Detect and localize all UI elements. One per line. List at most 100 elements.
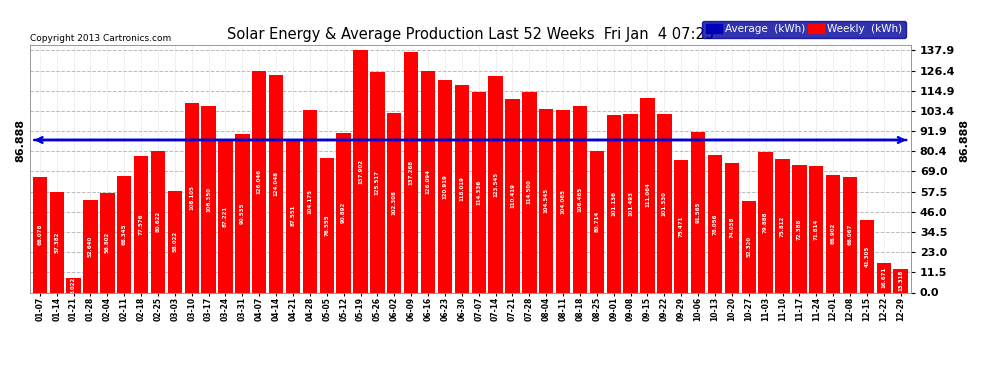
Text: 58.022: 58.022: [172, 231, 177, 252]
Bar: [471, 92, 486, 292]
Bar: [859, 220, 874, 292]
Bar: [792, 165, 807, 292]
Bar: [33, 177, 47, 292]
Bar: [201, 106, 216, 292]
Bar: [83, 200, 98, 292]
Text: 66.067: 66.067: [847, 224, 852, 245]
Bar: [303, 110, 317, 292]
Bar: [66, 278, 81, 292]
Bar: [117, 176, 132, 292]
Text: 79.888: 79.888: [763, 211, 768, 233]
Bar: [708, 156, 722, 292]
Text: 76.555: 76.555: [325, 214, 330, 236]
Text: 90.892: 90.892: [342, 202, 346, 223]
Bar: [539, 109, 553, 292]
Bar: [236, 134, 249, 292]
Bar: [641, 98, 654, 292]
Bar: [826, 175, 841, 292]
Text: 87.221: 87.221: [223, 206, 228, 226]
Bar: [742, 201, 756, 292]
Text: 90.535: 90.535: [240, 202, 245, 224]
Text: 120.919: 120.919: [443, 174, 447, 199]
Bar: [894, 269, 908, 292]
Text: 80.622: 80.622: [155, 211, 160, 232]
Bar: [624, 114, 638, 292]
Bar: [387, 113, 402, 292]
Bar: [607, 115, 621, 292]
Text: 101.530: 101.530: [662, 191, 667, 216]
Bar: [219, 140, 233, 292]
Text: 111.064: 111.064: [644, 183, 650, 207]
Bar: [556, 110, 570, 292]
Text: 86.888: 86.888: [15, 118, 26, 162]
Text: 41.305: 41.305: [864, 246, 869, 267]
Text: 78.056: 78.056: [713, 213, 718, 235]
Text: 16.671: 16.671: [881, 267, 886, 288]
Bar: [775, 159, 790, 292]
Bar: [454, 86, 469, 292]
Bar: [100, 193, 115, 292]
Bar: [590, 151, 604, 292]
Text: 66.345: 66.345: [122, 224, 127, 245]
Text: 75.471: 75.471: [679, 216, 684, 237]
Text: 106.350: 106.350: [206, 187, 211, 211]
Text: 137.268: 137.268: [409, 159, 414, 184]
Text: 104.545: 104.545: [544, 188, 548, 213]
Text: 110.419: 110.419: [510, 183, 515, 208]
Bar: [150, 151, 165, 292]
Text: 118.019: 118.019: [459, 177, 464, 201]
Legend: Average  (kWh), Weekly  (kWh): Average (kWh), Weekly (kWh): [702, 21, 906, 38]
Text: 123.545: 123.545: [493, 171, 498, 196]
Text: 104.175: 104.175: [308, 189, 313, 214]
Text: 102.308: 102.308: [392, 190, 397, 215]
Text: 91.565: 91.565: [696, 201, 701, 223]
Text: 80.714: 80.714: [594, 211, 599, 232]
Text: 56.802: 56.802: [105, 232, 110, 253]
Text: 77.576: 77.576: [139, 214, 144, 235]
Text: 108.105: 108.105: [189, 185, 194, 210]
Text: 125.517: 125.517: [375, 170, 380, 195]
Bar: [809, 166, 824, 292]
Text: 126.046: 126.046: [256, 170, 261, 194]
Text: 57.382: 57.382: [54, 231, 59, 253]
Text: 66.078: 66.078: [38, 224, 43, 245]
Bar: [842, 177, 857, 292]
Bar: [505, 99, 520, 292]
Text: 87.551: 87.551: [290, 205, 296, 226]
Text: Copyright 2013 Cartronics.com: Copyright 2013 Cartronics.com: [30, 33, 171, 42]
Bar: [725, 162, 740, 292]
Bar: [320, 158, 334, 292]
Text: 106.465: 106.465: [577, 186, 582, 211]
Bar: [488, 76, 503, 292]
Text: 114.336: 114.336: [476, 180, 481, 205]
Bar: [573, 106, 587, 292]
Bar: [421, 71, 436, 292]
Text: 52.640: 52.640: [88, 236, 93, 257]
Bar: [286, 139, 300, 292]
Bar: [674, 160, 688, 292]
Bar: [50, 192, 64, 292]
Text: 104.065: 104.065: [560, 189, 565, 214]
Text: 52.320: 52.320: [746, 236, 751, 257]
Text: 72.388: 72.388: [797, 218, 802, 240]
Text: 71.814: 71.814: [814, 219, 819, 240]
Bar: [522, 92, 537, 292]
Bar: [758, 152, 773, 292]
Bar: [252, 71, 266, 292]
Bar: [134, 156, 148, 292]
Text: 8.022: 8.022: [71, 277, 76, 294]
Bar: [691, 132, 705, 292]
Text: 126.094: 126.094: [426, 170, 431, 194]
Text: 75.812: 75.812: [780, 215, 785, 237]
Text: 86.888: 86.888: [959, 118, 969, 162]
Text: 74.038: 74.038: [730, 217, 735, 238]
Text: 101.493: 101.493: [628, 191, 633, 216]
Bar: [167, 190, 182, 292]
Bar: [184, 103, 199, 292]
Text: 124.048: 124.048: [273, 171, 278, 196]
Bar: [657, 114, 671, 292]
Text: 137.902: 137.902: [358, 159, 363, 184]
Bar: [876, 263, 891, 292]
Bar: [353, 51, 367, 292]
Text: 114.500: 114.500: [527, 180, 532, 204]
